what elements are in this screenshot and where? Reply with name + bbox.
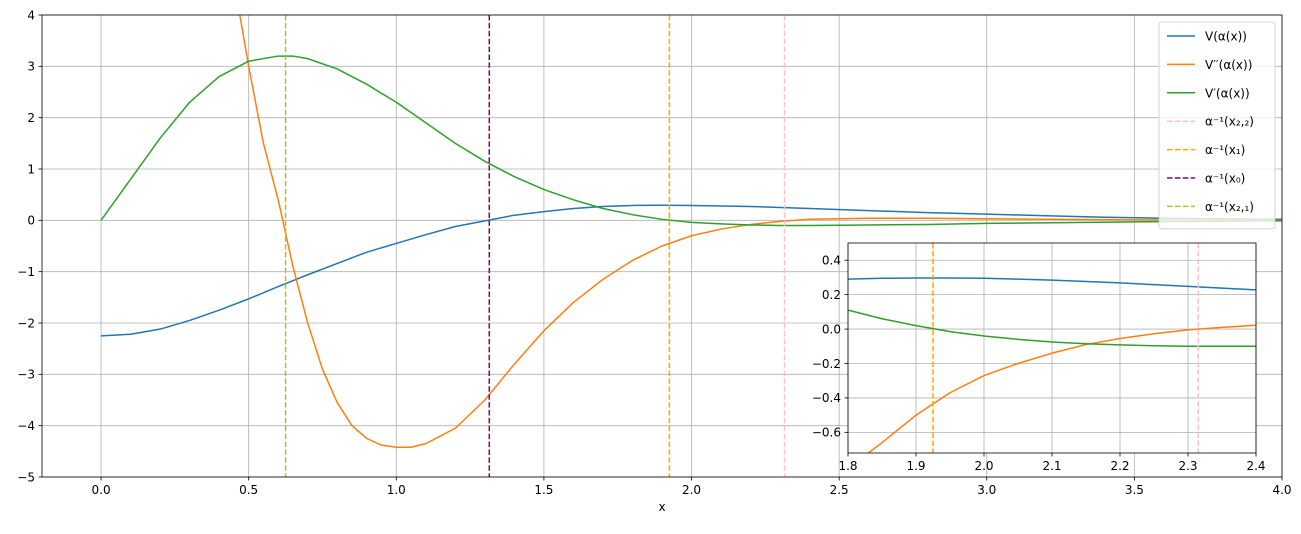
legend-label-v-x: V′(α(x)): [1205, 86, 1250, 100]
main-x-tick-label: 0.5: [239, 483, 258, 497]
inset-y-tick-label: −0.4: [812, 391, 841, 405]
main-y-tick-label: −5: [17, 470, 35, 484]
main-x-tick-label: 0.0: [92, 483, 111, 497]
main-x-tick-label: 3.5: [1125, 483, 1144, 497]
inset-x-tick-label: 2.3: [1178, 459, 1197, 473]
main-y-tick-label: −2: [17, 316, 35, 330]
main-y-tick-label: −4: [17, 419, 35, 433]
inset-series-group: [848, 243, 1256, 453]
main-y-tick-label: 3: [27, 60, 35, 74]
main-series-line-v-x: [101, 204, 1282, 337]
inset-x-tick-label: 1.8: [838, 459, 857, 473]
inset-x-tick-label: 2.2: [1110, 459, 1129, 473]
inset-axes: 1.8 1.9 2.0 2.1 2.2 2.3 2.4 −0.6 −0.4 −0.2 0.0 0.2 0…: [812, 242, 1266, 473]
inset-y-tick-label: 0.0: [822, 322, 841, 336]
legend-label-1-x-2-1: α⁻¹(x₂,₁): [1205, 200, 1254, 214]
main-series-line-v-x: [239, 15, 1282, 448]
inset-x-tick-label: 2.1: [1042, 459, 1061, 473]
main-y-tick-label: 0: [27, 214, 35, 228]
main-x-tick-label: 1.0: [387, 483, 406, 497]
inset-series-line-v-x: [867, 324, 1256, 453]
inset-series-line-v-x: [848, 277, 1256, 291]
legend-label-v-x: V′′(α(x)): [1205, 58, 1252, 72]
legend-label-v-x: V(α(x)): [1205, 30, 1247, 44]
main-x-axis-label: x: [658, 500, 665, 514]
main-y-tick-label: −1: [17, 265, 35, 279]
main-series-group: [100, 15, 1282, 477]
main-x-tick-label: 1.5: [534, 483, 553, 497]
inset-series-line-v-x: [848, 309, 1256, 348]
main-x-tick-label: 2.5: [830, 483, 849, 497]
main-y-tick-label: 2: [27, 111, 35, 125]
legend-box: [1158, 21, 1276, 230]
legend-label-1-x-2-2: α⁻¹(x₂,₂): [1205, 115, 1254, 129]
inset-x-tick-label: 1.9: [906, 459, 925, 473]
inset-y-tick-label: −0.6: [812, 426, 841, 440]
main-series-line-v-x: [100, 55, 1282, 227]
main-y-tick-label: 1: [27, 162, 35, 176]
main-frame: [41, 14, 1283, 478]
legend-label-1-x-0: α⁻¹(x₀): [1205, 172, 1245, 186]
main-y-tick-label: −3: [17, 368, 35, 382]
inset-x-tick-label: 2.4: [1246, 459, 1265, 473]
inset-y-tick-label: −0.2: [812, 357, 841, 371]
main-x-tick-label: 2.0: [682, 483, 701, 497]
inset-y-tick-label: 0.2: [822, 288, 841, 302]
inset-y-tick-label: 0.4: [822, 254, 841, 268]
legend: V(α(x)) V′′(α(x)) V′(α(x)) α⁻¹(x₂,₂) α⁻¹(x₁)…: [1158, 21, 1276, 230]
main-y-tick-label: 4: [27, 8, 35, 22]
main-x-tick-label: 4.0: [1272, 483, 1291, 497]
legend-label-1-x-1: α⁻¹(x₁): [1205, 143, 1245, 157]
main-x-tick-label: 3.0: [977, 483, 996, 497]
inset-x-tick-label: 2.0: [974, 459, 993, 473]
